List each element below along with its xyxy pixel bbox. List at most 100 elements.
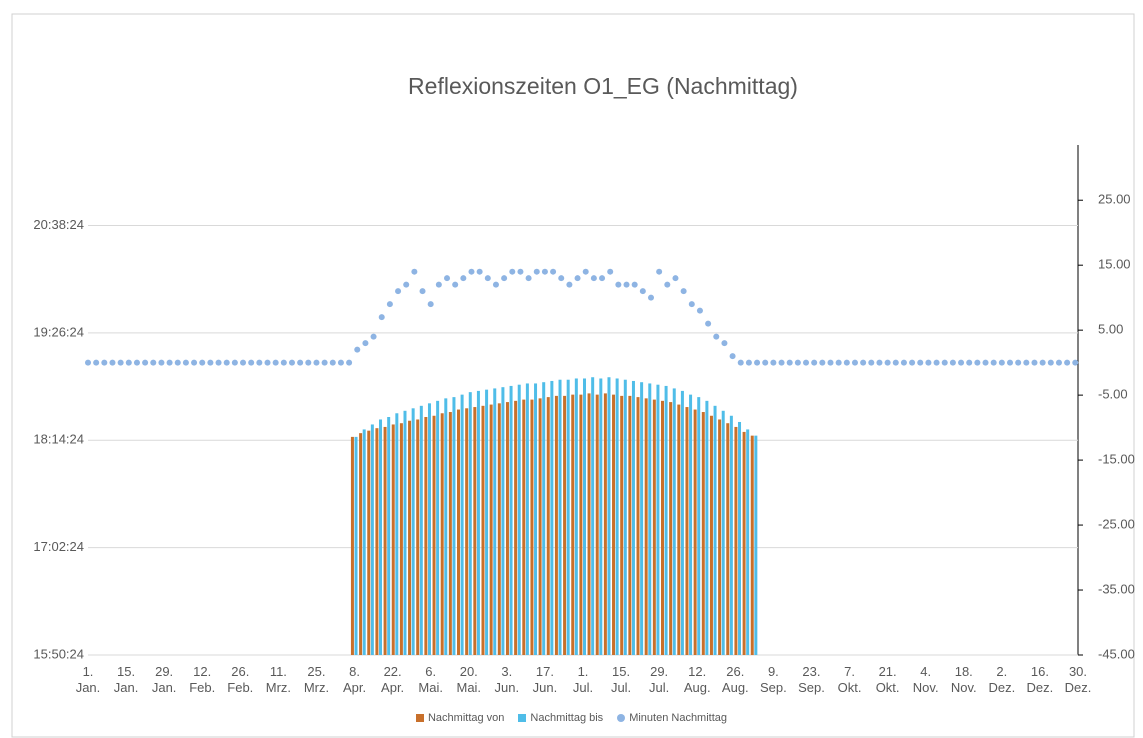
legend-item: Minuten Nachmittag (617, 712, 727, 724)
point (1055, 359, 1062, 366)
point (199, 359, 206, 366)
point (811, 359, 818, 366)
point (599, 275, 606, 282)
point (207, 359, 214, 366)
bar (628, 395, 632, 655)
bar (709, 415, 713, 655)
bar (505, 402, 509, 655)
bar (685, 407, 689, 655)
point (762, 359, 769, 366)
point (329, 359, 336, 366)
legend-item: Nachmittag bis (518, 712, 603, 724)
y2-tick-label: 25.00 (1098, 192, 1131, 207)
bar (522, 399, 526, 655)
point (835, 359, 842, 366)
point (990, 359, 997, 366)
bar (424, 417, 428, 655)
point (933, 359, 940, 366)
point (166, 359, 173, 366)
point (909, 359, 916, 366)
chart-frame (11, 13, 1135, 738)
point (419, 288, 426, 295)
point (754, 359, 761, 366)
legend-label: Nachmittag bis (530, 712, 604, 724)
point (444, 275, 451, 282)
bar (473, 407, 477, 655)
point (941, 359, 948, 366)
x-tick-label: 1. Jul. (572, 664, 594, 695)
bar (713, 405, 717, 655)
point (427, 301, 434, 308)
point (639, 288, 646, 295)
bar (485, 389, 489, 655)
bar (636, 397, 640, 655)
bar (693, 409, 697, 655)
bar (546, 397, 550, 655)
point (305, 359, 312, 366)
bar (656, 384, 660, 655)
point (85, 359, 91, 366)
x-tick-label: 11. Mrz. (265, 664, 292, 695)
point (223, 359, 230, 366)
point (182, 359, 189, 366)
y2-tick-label: -35.00 (1098, 581, 1135, 596)
bar (672, 388, 676, 655)
bar (395, 413, 399, 655)
point (215, 359, 222, 366)
chart-title: Reflexionszeiten O1_EG (Nachmittag) (408, 73, 798, 99)
point (1047, 359, 1054, 366)
bar (664, 385, 668, 655)
point (125, 359, 132, 366)
point (533, 268, 540, 275)
point (729, 353, 736, 360)
point (860, 359, 867, 366)
point (313, 359, 320, 366)
point (117, 359, 124, 366)
bar (579, 394, 583, 655)
point (745, 359, 752, 366)
bar (514, 400, 518, 655)
x-tick-label: 9. Sep. (760, 664, 787, 695)
point (721, 340, 728, 347)
point (256, 359, 263, 366)
x-tick-label: 6. Mai. (418, 664, 443, 695)
bar (615, 378, 619, 655)
point (158, 359, 165, 366)
bar (574, 378, 578, 655)
point (884, 359, 891, 366)
x-tick-label: 1. Jan. (75, 664, 101, 695)
point (517, 268, 524, 275)
point (501, 275, 508, 282)
bar (444, 398, 448, 655)
bar (489, 404, 493, 655)
point (525, 275, 532, 282)
x-tick-label: 12. Aug. (683, 664, 711, 695)
point (778, 359, 785, 366)
x-tick-label: 3. Jun. (494, 664, 520, 695)
point (566, 281, 573, 288)
point (191, 359, 198, 366)
point (484, 275, 491, 282)
x-tick-label: 25. Mrz. (303, 664, 330, 695)
bar (652, 399, 656, 655)
point (550, 268, 557, 275)
point (958, 359, 965, 366)
bar (493, 388, 497, 655)
point (672, 275, 679, 282)
x-tick-label: 22. Apr. (381, 664, 405, 695)
point (1072, 359, 1079, 366)
bar (408, 420, 412, 655)
bar (591, 377, 595, 655)
point (590, 275, 597, 282)
point (868, 359, 875, 366)
bar (359, 433, 363, 655)
point (1039, 359, 1046, 366)
bar (558, 379, 562, 655)
x-tick-label: 8. Apr. (342, 664, 367, 695)
point (93, 359, 100, 366)
point (133, 359, 140, 366)
bar (554, 395, 558, 655)
bar (669, 402, 673, 655)
